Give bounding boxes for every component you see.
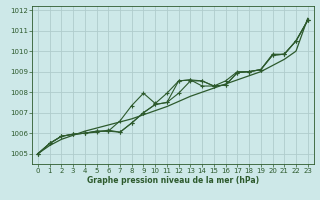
X-axis label: Graphe pression niveau de la mer (hPa): Graphe pression niveau de la mer (hPa) (87, 176, 259, 185)
